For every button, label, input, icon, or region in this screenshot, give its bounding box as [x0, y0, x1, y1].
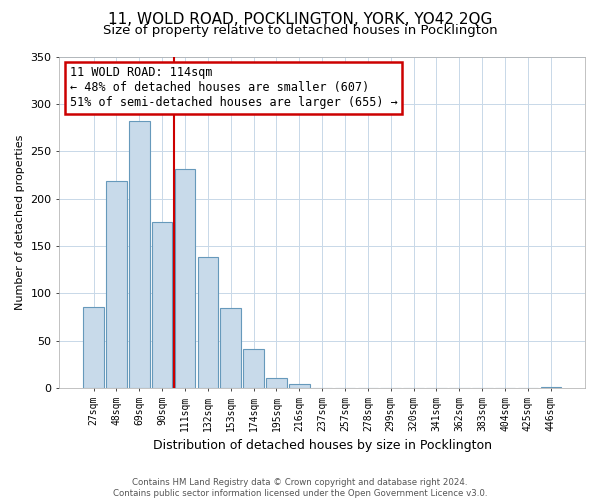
Bar — [220, 308, 241, 388]
Bar — [152, 222, 172, 388]
Text: 11 WOLD ROAD: 114sqm
← 48% of detached houses are smaller (607)
51% of semi-deta: 11 WOLD ROAD: 114sqm ← 48% of detached h… — [70, 66, 398, 110]
Text: 11, WOLD ROAD, POCKLINGTON, YORK, YO42 2QG: 11, WOLD ROAD, POCKLINGTON, YORK, YO42 2… — [108, 12, 492, 28]
Bar — [197, 258, 218, 388]
Text: Size of property relative to detached houses in Pocklington: Size of property relative to detached ho… — [103, 24, 497, 37]
Bar — [129, 121, 149, 388]
X-axis label: Distribution of detached houses by size in Pocklington: Distribution of detached houses by size … — [152, 440, 491, 452]
Bar — [289, 384, 310, 388]
Bar — [106, 180, 127, 388]
Y-axis label: Number of detached properties: Number of detached properties — [15, 134, 25, 310]
Text: Contains HM Land Registry data © Crown copyright and database right 2024.
Contai: Contains HM Land Registry data © Crown c… — [113, 478, 487, 498]
Bar — [175, 170, 195, 388]
Bar — [243, 350, 264, 389]
Bar — [266, 378, 287, 388]
Bar — [83, 307, 104, 388]
